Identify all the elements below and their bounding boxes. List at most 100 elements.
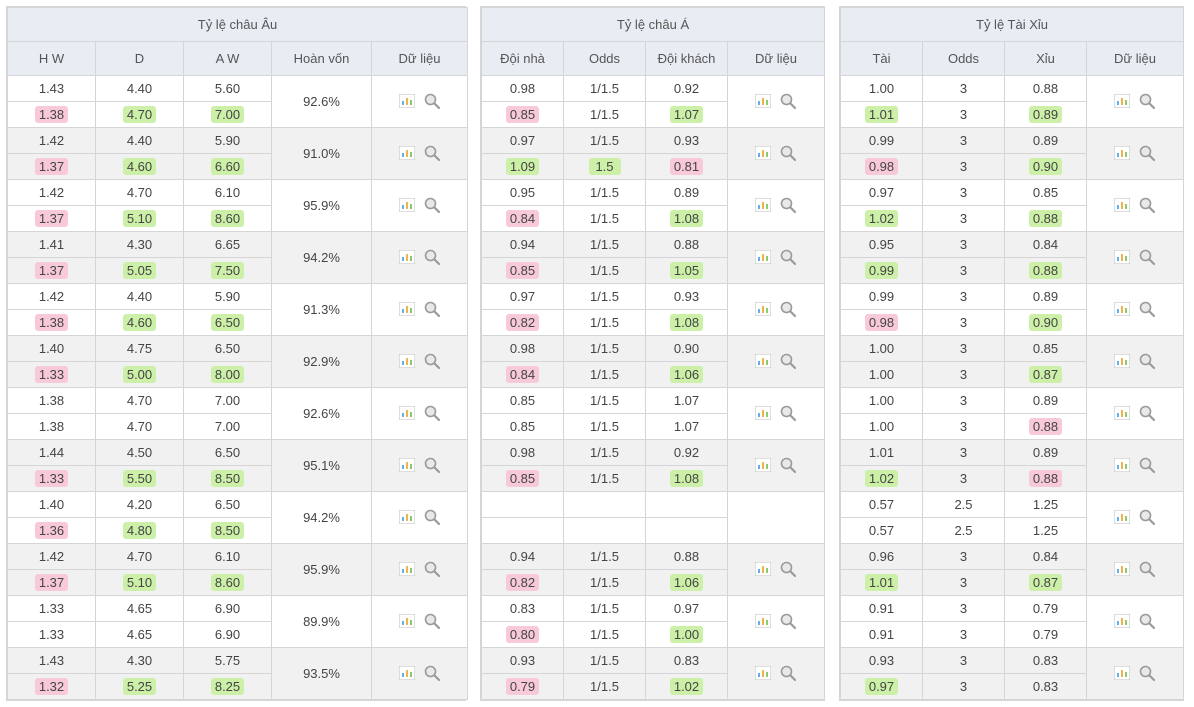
detail-button[interactable] xyxy=(1138,560,1156,578)
odds-cell: 0.84 xyxy=(1005,232,1087,258)
detail-button[interactable] xyxy=(779,664,797,682)
odds-cell: 1.08 xyxy=(646,206,728,232)
detail-button[interactable] xyxy=(1138,300,1156,318)
chart-button[interactable] xyxy=(1114,458,1130,472)
chart-button[interactable] xyxy=(399,406,415,420)
chart-button[interactable] xyxy=(399,510,415,524)
chart-button[interactable] xyxy=(755,666,771,680)
odds-value: 0.93 xyxy=(506,652,539,669)
chart-button[interactable] xyxy=(1114,562,1130,576)
detail-button[interactable] xyxy=(423,196,441,214)
detail-button[interactable] xyxy=(779,352,797,370)
detail-button[interactable] xyxy=(779,612,797,630)
chart-button[interactable] xyxy=(399,146,415,160)
chart-button[interactable] xyxy=(755,302,771,316)
tools-cell xyxy=(728,336,825,388)
detail-button[interactable] xyxy=(423,664,441,682)
odds-value: 5.75 xyxy=(211,652,244,669)
detail-button[interactable] xyxy=(779,92,797,110)
chart-button[interactable] xyxy=(1114,354,1130,368)
odds-value: 1.33 xyxy=(35,626,68,643)
chart-button[interactable] xyxy=(399,666,415,680)
chart-button[interactable] xyxy=(399,250,415,264)
detail-button[interactable] xyxy=(423,300,441,318)
odds-value: 0.97 xyxy=(506,288,539,305)
chart-button[interactable] xyxy=(755,94,771,108)
detail-button[interactable] xyxy=(779,456,797,474)
odds-cell: 6.65 xyxy=(184,232,272,258)
chart-button[interactable] xyxy=(399,302,415,316)
detail-button[interactable] xyxy=(1138,508,1156,526)
table-row: 1.0030.89 xyxy=(841,388,1184,414)
chart-button[interactable] xyxy=(1114,510,1130,524)
odds-value: 1.38 xyxy=(35,314,68,331)
chart-button[interactable] xyxy=(755,406,771,420)
odds-cell: 3 xyxy=(923,596,1005,622)
chart-icon xyxy=(399,198,415,212)
detail-button[interactable] xyxy=(423,560,441,578)
chart-button[interactable] xyxy=(1114,250,1130,264)
return-cell: 91.3% xyxy=(272,284,372,336)
chart-button[interactable] xyxy=(399,614,415,628)
odds-cell: 1/1.5 xyxy=(564,414,646,440)
chart-button[interactable] xyxy=(1114,614,1130,628)
detail-button[interactable] xyxy=(423,248,441,266)
chart-button[interactable] xyxy=(1114,406,1130,420)
odds-value: 0.88 xyxy=(1029,262,1062,279)
detail-button[interactable] xyxy=(1138,196,1156,214)
chart-button[interactable] xyxy=(399,562,415,576)
odds-value: 0.88 xyxy=(1029,80,1062,97)
detail-button[interactable] xyxy=(779,196,797,214)
detail-button[interactable] xyxy=(423,456,441,474)
odds-cell: 1.33 xyxy=(8,362,96,388)
chart-button[interactable] xyxy=(1114,666,1130,680)
chart-button[interactable] xyxy=(755,198,771,212)
detail-button[interactable] xyxy=(423,92,441,110)
odds-value: 0.57 xyxy=(865,522,898,539)
odds-value: 0.93 xyxy=(670,288,703,305)
detail-button[interactable] xyxy=(1138,144,1156,162)
table-row: 1.424.405.9091.0% xyxy=(8,128,468,154)
detail-button[interactable] xyxy=(779,144,797,162)
chart-button[interactable] xyxy=(1114,94,1130,108)
detail-button[interactable] xyxy=(1138,352,1156,370)
chart-button[interactable] xyxy=(399,458,415,472)
odds-value: 1.09 xyxy=(506,158,539,175)
chart-button[interactable] xyxy=(755,146,771,160)
chart-button[interactable] xyxy=(399,198,415,212)
chart-button[interactable] xyxy=(1114,302,1130,316)
chart-icon xyxy=(1114,354,1130,368)
detail-button[interactable] xyxy=(1138,404,1156,422)
detail-button[interactable] xyxy=(779,300,797,318)
detail-button[interactable] xyxy=(423,612,441,630)
odds-value: 3 xyxy=(948,210,980,227)
table-row: 1.404.756.5092.9% xyxy=(8,336,468,362)
chart-button[interactable] xyxy=(755,354,771,368)
detail-button[interactable] xyxy=(423,352,441,370)
detail-button[interactable] xyxy=(1138,92,1156,110)
detail-button[interactable] xyxy=(423,144,441,162)
odds-value: 0.90 xyxy=(1029,158,1062,175)
chart-icon xyxy=(755,354,771,368)
detail-button[interactable] xyxy=(1138,456,1156,474)
detail-button[interactable] xyxy=(1138,248,1156,266)
detail-button[interactable] xyxy=(779,560,797,578)
chart-button[interactable] xyxy=(755,458,771,472)
chart-button[interactable] xyxy=(399,94,415,108)
detail-button[interactable] xyxy=(423,404,441,422)
chart-button[interactable] xyxy=(399,354,415,368)
odds-cell: 6.50 xyxy=(184,310,272,336)
chart-button[interactable] xyxy=(1114,146,1130,160)
detail-button[interactable] xyxy=(423,508,441,526)
detail-button[interactable] xyxy=(779,404,797,422)
detail-button[interactable] xyxy=(779,248,797,266)
odds-value: 5.05 xyxy=(123,262,156,279)
odds-cell: 0.85 xyxy=(482,258,564,284)
detail-button[interactable] xyxy=(1138,612,1156,630)
chart-button[interactable] xyxy=(1114,198,1130,212)
chart-button[interactable] xyxy=(755,250,771,264)
chart-button[interactable] xyxy=(755,562,771,576)
detail-button[interactable] xyxy=(1138,664,1156,682)
chart-icon xyxy=(399,510,415,524)
chart-button[interactable] xyxy=(755,614,771,628)
